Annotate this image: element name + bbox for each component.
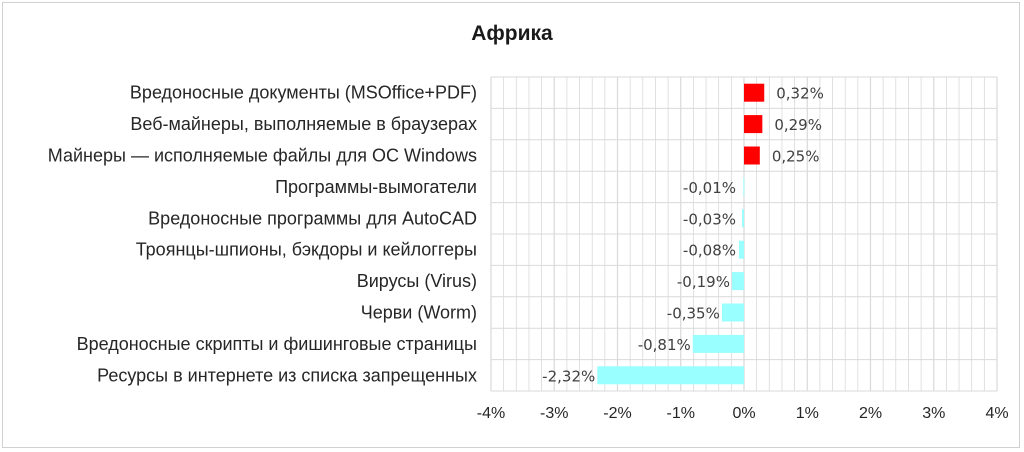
data-label: -0,19% bbox=[677, 273, 730, 291]
category-label: Троянцы-шпионы, бэкдоры и кейлоггеры bbox=[136, 240, 477, 260]
x-tick-label: 0% bbox=[732, 405, 755, 422]
data-label: -0,35% bbox=[667, 305, 720, 323]
x-tick-label: 1% bbox=[796, 405, 819, 422]
bar bbox=[744, 115, 763, 134]
category-label: Веб-майнеры, выполняемые в браузерах bbox=[130, 114, 477, 134]
category-label: Ресурсы в интернете из списка запрещенны… bbox=[97, 365, 477, 385]
x-tick-label: -1% bbox=[667, 405, 695, 422]
data-label: -2,32% bbox=[542, 367, 595, 385]
category-label: Черви (Worm) bbox=[361, 303, 477, 323]
bar bbox=[744, 146, 760, 165]
category-label: Вирусы (Virus) bbox=[357, 271, 477, 291]
x-tick-label: -4% bbox=[477, 405, 505, 422]
bar bbox=[744, 83, 765, 102]
data-label: -0,08% bbox=[683, 242, 736, 260]
category-label: Вредоносные документы (MSOffice+PDF) bbox=[130, 83, 477, 103]
bar bbox=[731, 272, 744, 291]
bar bbox=[692, 334, 744, 353]
x-tick-label: 3% bbox=[922, 405, 945, 422]
category-label: Майнеры — исполняемые файлы для ОС Windo… bbox=[48, 146, 477, 166]
data-label: -0,81% bbox=[638, 336, 691, 354]
x-tick-label: -2% bbox=[603, 405, 631, 422]
category-label: Вредоносные программы для AutoCAD bbox=[148, 208, 477, 228]
category-label: Программы-вымогатели bbox=[275, 177, 477, 197]
x-tick-label: 2% bbox=[859, 405, 882, 422]
bar bbox=[597, 366, 744, 385]
bar bbox=[721, 303, 744, 322]
x-tick-label: 4% bbox=[985, 405, 1008, 422]
category-label: Вредоносные скрипты и фишинговые страниц… bbox=[77, 334, 477, 354]
data-label: 0,25% bbox=[772, 148, 820, 166]
data-label: 0,32% bbox=[776, 85, 824, 103]
bar bbox=[743, 177, 745, 196]
bar bbox=[738, 240, 744, 259]
data-label: -0,01% bbox=[683, 179, 736, 197]
bar bbox=[742, 209, 744, 228]
data-label: 0,29% bbox=[774, 116, 822, 134]
chart-title: Африка bbox=[471, 22, 553, 45]
data-label: -0,03% bbox=[683, 210, 736, 228]
x-tick-label: -3% bbox=[540, 405, 568, 422]
